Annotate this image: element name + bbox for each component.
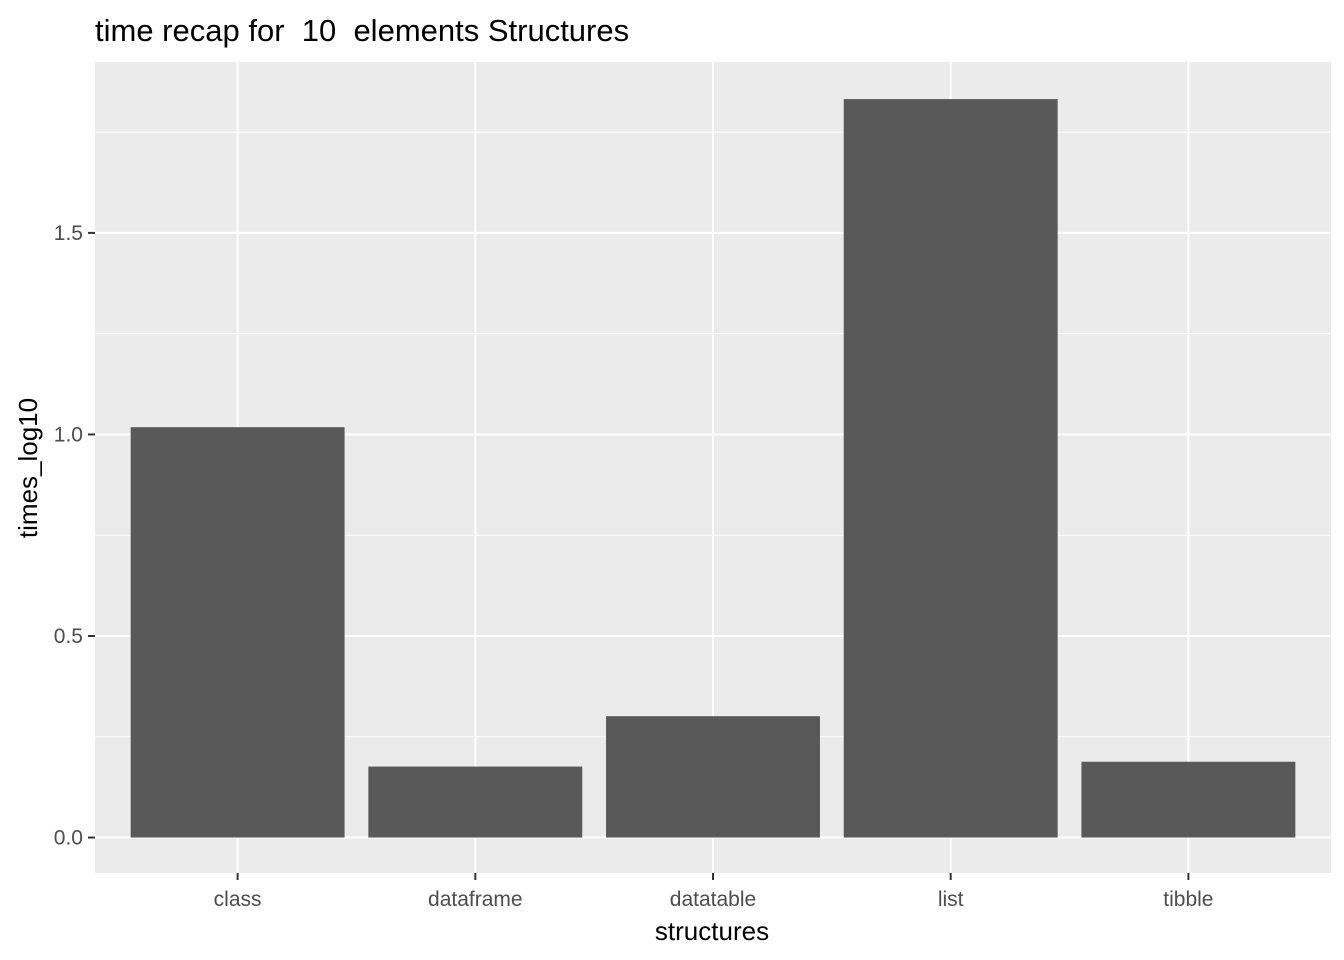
y-tick-label: 0.0 (54, 827, 83, 850)
y-axis: 0.0 0.5 1.0 1.5 (54, 222, 95, 850)
x-tick-label: list (938, 888, 964, 911)
x-tick-label: datatable (670, 888, 756, 911)
x-tick-label: dataframe (428, 888, 523, 911)
x-tick-label: tibble (1163, 888, 1213, 911)
bar-class (130, 427, 345, 838)
bar-list (843, 99, 1058, 838)
bar-dataframe (368, 766, 583, 838)
x-tick-label: class (214, 888, 262, 911)
bars (130, 99, 1296, 838)
x-axis-title: structures (655, 916, 769, 946)
y-tick-label: 0.5 (54, 625, 83, 648)
x-axis: class dataframe datatable list tibble (214, 873, 1213, 911)
bar-datatable (606, 716, 820, 838)
y-tick-label: 1.5 (54, 222, 83, 245)
y-tick-label: 1.0 (54, 423, 83, 446)
y-axis-title: times_log10 (13, 398, 43, 538)
chart-title: time recap for 10 elements Structures (95, 13, 629, 48)
bar-tibble (1081, 761, 1296, 838)
